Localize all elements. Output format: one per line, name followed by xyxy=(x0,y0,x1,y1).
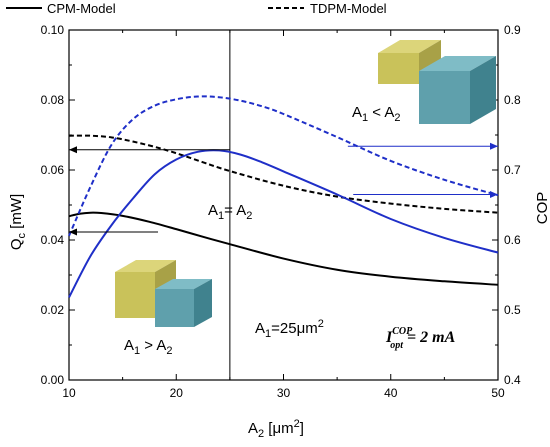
x-tick-label: 20 xyxy=(170,386,184,400)
block-b-front xyxy=(155,289,194,327)
y-right-tick-label: 0.6 xyxy=(504,233,521,247)
block-b-front xyxy=(419,71,470,124)
arrow-head xyxy=(69,146,77,154)
arrow-head xyxy=(490,191,498,198)
annotation-a1-equals-a2: A1= A2 xyxy=(208,202,252,222)
y-right-tick-label: 0.9 xyxy=(504,23,521,37)
x-tick-label: 50 xyxy=(491,386,505,400)
y-axis-right-label: COP xyxy=(534,192,550,225)
annotation-optimal-current: ICOP opt = 2 mA xyxy=(385,326,456,351)
illustration-a1-less-a2 xyxy=(378,40,496,124)
ticks: 10 20 30 40 50 0.00 0.02 0.04 0.06 0.08 0.10 0.4 0.5… xyxy=(41,23,521,400)
annotation-a1-less-a2: A1 < A2 xyxy=(352,104,401,124)
y-right-tick-label: 0.8 xyxy=(504,93,521,107)
arrow-head xyxy=(69,228,77,236)
series-group xyxy=(68,95,499,298)
x-tick-label: 30 xyxy=(277,386,291,400)
block-a-top xyxy=(378,40,441,53)
y-left-tick-label: 0.10 xyxy=(41,23,65,37)
y-right-tick-label: 0.4 xyxy=(504,373,521,387)
legend: CPM-Model TDPM-Model xyxy=(6,1,387,16)
series-cpm-model-cop xyxy=(68,149,499,298)
block-a-front xyxy=(115,272,155,318)
block-b-top xyxy=(155,279,212,289)
y-left-tick-label: 0.00 xyxy=(41,373,65,387)
legend-label-tdpm: TDPM-Model xyxy=(310,1,387,16)
y-right-tick-label: 0.7 xyxy=(504,163,521,177)
y-axis-left-label: Qc [mW] xyxy=(8,194,28,250)
y-left-tick-label: 0.08 xyxy=(41,93,65,107)
series-cpm-model-qc xyxy=(68,211,499,286)
annotation-a1-greater-a2: A1 > A2 xyxy=(124,337,173,357)
legend-label-cpm: CPM-Model xyxy=(47,1,116,16)
block-a-top xyxy=(115,260,176,272)
y-left-tick-label: 0.02 xyxy=(41,303,65,317)
series-tdpm-model-qc xyxy=(68,134,499,214)
y-left-tick-label: 0.06 xyxy=(41,163,65,177)
y-left-tick-label: 0.04 xyxy=(41,233,65,247)
annotation-a1-value: A1=25μm2 xyxy=(255,318,324,340)
series-tdpm-model-cop xyxy=(68,95,499,237)
illustration-a1-greater-a2 xyxy=(115,260,212,327)
arrow-head xyxy=(490,142,498,150)
block-a-front xyxy=(378,53,419,84)
block-b-side xyxy=(470,56,496,124)
block-b-side xyxy=(194,279,212,327)
x-axis-label: A2 [μm2] xyxy=(248,418,304,440)
x-tick-label: 10 xyxy=(62,386,76,400)
block-b-top xyxy=(419,56,496,71)
arrows-group xyxy=(69,142,498,236)
x-tick-label: 40 xyxy=(384,386,398,400)
y-right-tick-label: 0.5 xyxy=(504,303,521,317)
